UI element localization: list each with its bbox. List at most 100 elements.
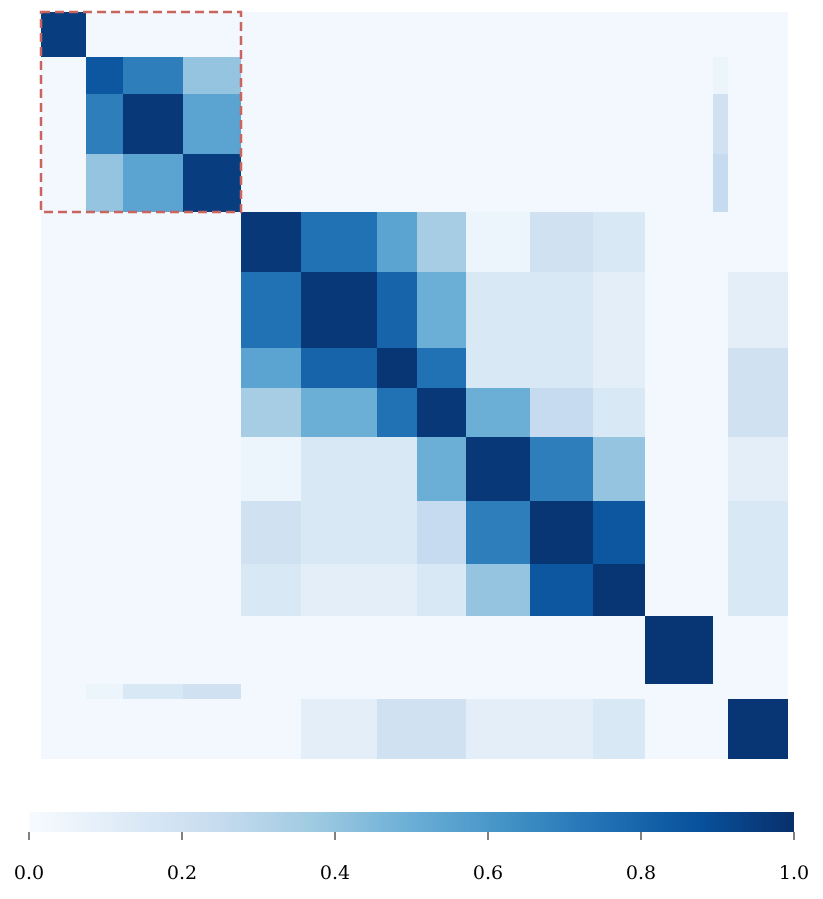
colorbar-tick-label-1: 0.2 xyxy=(167,862,197,884)
heatmap-cell-r4-c12 xyxy=(713,212,728,272)
heatmap-cell-r13-c8 xyxy=(466,699,530,759)
heatmap-cell-r6-c10 xyxy=(593,348,645,388)
heatmap-cell-r3-c9 xyxy=(530,154,593,212)
heatmap-cell-r1-c7 xyxy=(417,57,466,94)
heatmap-cell-r10-c12 xyxy=(713,564,728,616)
heatmap-cell-r10-c13 xyxy=(728,564,788,616)
heatmap-cell-r6-c2 xyxy=(123,348,183,388)
heatmap-cell-r8-c12 xyxy=(713,437,728,501)
heatmap-cell-r5-c12 xyxy=(713,272,728,348)
heatmap-cell-r1-c9 xyxy=(530,57,593,94)
heatmap-cell-r8-c5 xyxy=(301,437,377,501)
heatmap-cell-r9-c6 xyxy=(377,501,417,564)
heatmap-cell-r0-c0 xyxy=(41,12,86,57)
heatmap-cell-r9-c8 xyxy=(466,501,530,564)
heatmap-cell-r2-c11 xyxy=(645,94,713,154)
heatmap-cell-r3-c4 xyxy=(241,154,301,212)
heatmap-cell-r6-c13 xyxy=(728,348,788,388)
heatmap-cell-r9-c5 xyxy=(301,501,377,564)
heatmap-cell-r0-c6 xyxy=(377,12,417,57)
heatmap-cell-r5-c3 xyxy=(183,272,241,348)
heatmap-cell-r13-c7 xyxy=(417,699,466,759)
heatmap-cell-r1-c2 xyxy=(123,57,183,94)
heatmap-cell-r4-c1 xyxy=(86,212,123,272)
colorbar-tick-label-2: 0.4 xyxy=(320,862,350,884)
heatmap-cell-r12-c10 xyxy=(593,684,645,699)
heatmap-cell-r0-c3 xyxy=(183,12,241,57)
heatmap-cell-r8-c2 xyxy=(123,437,183,501)
heatmap-cell-r4-c7 xyxy=(417,212,466,272)
heatmap-cell-r4-c8 xyxy=(466,212,530,272)
heatmap-cell-r11-c8 xyxy=(466,616,530,684)
heatmap-cell-r2-c1 xyxy=(86,94,123,154)
heatmap-cell-r11-c2 xyxy=(123,616,183,684)
heatmap-cell-r11-c3 xyxy=(183,616,241,684)
heatmap-cell-r5-c13 xyxy=(728,272,788,348)
heatmap-cell-r10-c9 xyxy=(530,564,593,616)
colorbar-ticks: 0.0 0.2 0.4 0.6 0.8 1.0 xyxy=(14,832,809,884)
heatmap-cell-r5-c0 xyxy=(41,272,86,348)
heatmap-cell-r8-c4 xyxy=(241,437,301,501)
heatmap-cell-r13-c9 xyxy=(530,699,593,759)
heatmap-cell-r8-c13 xyxy=(728,437,788,501)
heatmap-cell-r8-c0 xyxy=(41,437,86,501)
heatmap-cell-r0-c4 xyxy=(241,12,301,57)
heatmap-cell-r10-c1 xyxy=(86,564,123,616)
heatmap-cell-r1-c5 xyxy=(301,57,377,94)
heatmap-cell-r2-c7 xyxy=(417,94,466,154)
heatmap-cell-r9-c2 xyxy=(123,501,183,564)
heatmap-cell-r11-c6 xyxy=(377,616,417,684)
heatmap-cell-r3-c3 xyxy=(183,154,241,212)
heatmap-cell-r10-c4 xyxy=(241,564,301,616)
heatmap-cell-r2-c3 xyxy=(183,94,241,154)
heatmap-cell-r3-c10 xyxy=(593,154,645,212)
heatmap-cell-r9-c11 xyxy=(645,501,713,564)
heatmap-cell-r6-c4 xyxy=(241,348,301,388)
heatmap-cell-r0-c13 xyxy=(728,12,788,57)
heatmap-cell-r10-c0 xyxy=(41,564,86,616)
heatmap-cell-r2-c13 xyxy=(728,94,788,154)
heatmap-cell-r13-c13 xyxy=(728,699,788,759)
heatmap-cell-r10-c7 xyxy=(417,564,466,616)
heatmap-cell-r7-c12 xyxy=(713,388,728,437)
heatmap-cell-r5-c8 xyxy=(466,272,530,348)
heatmap-cell-r6-c5 xyxy=(301,348,377,388)
heatmap-cell-r6-c1 xyxy=(86,348,123,388)
heatmap-cell-r10-c11 xyxy=(645,564,713,616)
heatmap-cell-r12-c2 xyxy=(123,684,183,699)
heatmap-cell-r0-c2 xyxy=(123,12,183,57)
heatmap-cell-r13-c5 xyxy=(301,699,377,759)
heatmap-cell-r3-c6 xyxy=(377,154,417,212)
highlight-box xyxy=(39,10,243,214)
heatmap-cell-r10-c10 xyxy=(593,564,645,616)
heatmap-cell-r6-c0 xyxy=(41,348,86,388)
heatmap-cell-r1-c1 xyxy=(86,57,123,94)
heatmap-cell-r7-c10 xyxy=(593,388,645,437)
heatmap-cell-r0-c10 xyxy=(593,12,645,57)
heatmap-cell-r4-c9 xyxy=(530,212,593,272)
heatmap-cell-r5-c2 xyxy=(123,272,183,348)
heatmap-cell-r3-c7 xyxy=(417,154,466,212)
heatmap-cell-r4-c5 xyxy=(301,212,377,272)
heatmap-cell-r11-c13 xyxy=(728,616,788,684)
heatmap-cell-r5-c5 xyxy=(301,272,377,348)
heatmap-cell-r3-c0 xyxy=(41,154,86,212)
heatmap-cell-r9-c12 xyxy=(713,501,728,564)
heatmap-cell-r9-c4 xyxy=(241,501,301,564)
heatmap-cell-r5-c11 xyxy=(645,272,713,348)
heatmap-cell-r3-c13 xyxy=(728,154,788,212)
heatmap-cell-r7-c6 xyxy=(377,388,417,437)
heatmap-cell-r4-c10 xyxy=(593,212,645,272)
heatmap-cell-r4-c11 xyxy=(645,212,713,272)
heatmap-cell-r7-c5 xyxy=(301,388,377,437)
heatmap-cell-r3-c12 xyxy=(713,154,728,212)
heatmap-cell-r8-c9 xyxy=(530,437,593,501)
colorbar-gradient xyxy=(29,812,794,832)
heatmap-cell-r13-c1 xyxy=(86,699,123,759)
heatmap-cell-r1-c0 xyxy=(41,57,86,94)
heatmap-cell-r7-c4 xyxy=(241,388,301,437)
heatmap-cell-r12-c7 xyxy=(417,684,466,699)
heatmap-cell-r7-c0 xyxy=(41,388,86,437)
heatmap-cell-r1-c4 xyxy=(241,57,301,94)
